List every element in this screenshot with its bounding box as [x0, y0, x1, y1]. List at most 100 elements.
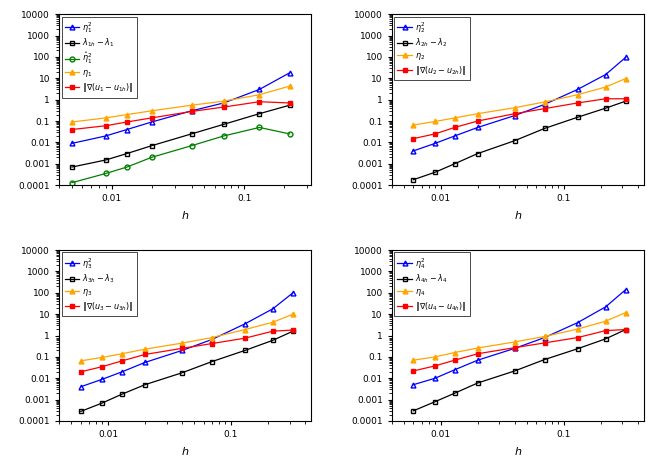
- $\eta_4^2$: [409, 382, 417, 387]
- $\lambda_{2h} - \lambda_2$: [474, 151, 482, 157]
- $\eta_1$: [148, 108, 156, 114]
- $\eta_3$: [208, 335, 215, 341]
- $\eta_2^2$: [574, 87, 581, 92]
- $\eta_2^2$: [474, 124, 482, 130]
- $\hat{\eta}_1^2$: [286, 131, 294, 137]
- Line: $\lambda_{4h} - \lambda_4$: $\lambda_{4h} - \lambda_4$: [411, 327, 628, 413]
- Line: $\|\nabla(u_3 - u_{3h})\|$: $\|\nabla(u_3 - u_{3h})\|$: [78, 328, 296, 374]
- Legend: $\eta_1^2$, $\lambda_{1h} - \lambda_1$, $\hat{\eta}_1^2$, $\eta_1$, $\|\nabla(u_: $\eta_1^2$, $\lambda_{1h} - \lambda_1$, …: [62, 17, 137, 97]
- $\lambda_{3h} - \lambda_3$: [289, 328, 297, 334]
- $\eta_2$: [474, 111, 482, 116]
- $\eta_1^2$: [188, 108, 196, 114]
- $\|\nabla(u_3 - u_{3h})\|$: [141, 351, 149, 357]
- $\lambda_{2h} - \lambda_2$: [602, 105, 610, 111]
- Line: $\eta_1$: $\eta_1$: [70, 84, 292, 124]
- $\eta_4$: [451, 350, 459, 355]
- $\lambda_{3h} - \lambda_3$: [178, 370, 186, 376]
- Legend: $\eta_2^2$, $\lambda_{2h} - \lambda_2$, $\eta_2$, $\|\nabla(u_2 - u_{2h})\|$: $\eta_2^2$, $\lambda_{2h} - \lambda_2$, …: [394, 17, 470, 80]
- $\|\nabla(u_1 - u_{1h})\|$: [123, 119, 131, 125]
- X-axis label: $h$: $h$: [181, 209, 189, 221]
- $\|\nabla(u_2 - u_{2h})\|$: [409, 136, 417, 141]
- $\eta_4^2$: [622, 287, 629, 292]
- $\eta_4$: [510, 339, 518, 345]
- Legend: $\eta_3^2$, $\lambda_{3h} - \lambda_3$, $\eta_3$, $\|\nabla(u_3 - u_{3h})\|$: $\eta_3^2$, $\lambda_{3h} - \lambda_3$, …: [62, 253, 137, 316]
- $\eta_1$: [123, 112, 131, 117]
- $\|\nabla(u_2 - u_{2h})\|$: [510, 111, 518, 116]
- $\lambda_{2h} - \lambda_2$: [541, 126, 549, 131]
- $\lambda_{1h} - \lambda_1$: [102, 157, 110, 163]
- $\hat{\eta}_1^2$: [256, 124, 263, 130]
- $\lambda_{4h} - \lambda_4$: [409, 408, 417, 413]
- $\eta_3^2$: [178, 348, 186, 353]
- Line: $\eta_3^2$: $\eta_3^2$: [78, 290, 296, 389]
- $\eta_4$: [474, 345, 482, 351]
- $\lambda_{3h} - \lambda_3$: [208, 359, 215, 365]
- $\|\nabla(u_2 - u_{2h})\|$: [574, 100, 581, 106]
- $\|\nabla(u_1 - u_{1h})\|$: [286, 100, 294, 106]
- $\eta_4$: [431, 354, 439, 359]
- $\lambda_{4h} - \lambda_4$: [451, 390, 459, 396]
- $\eta_2^2$: [541, 102, 549, 107]
- $\lambda_{3h} - \lambda_3$: [99, 400, 106, 406]
- $\|\nabla(u_1 - u_{1h})\|$: [256, 99, 263, 105]
- $\|\nabla(u_2 - u_{2h})\|$: [622, 96, 629, 102]
- $\eta_2$: [602, 84, 610, 90]
- $\|\nabla(u_2 - u_{2h})\|$: [474, 118, 482, 124]
- $\|\nabla(u_2 - u_{2h})\|$: [451, 124, 459, 130]
- Line: $\eta_2$: $\eta_2$: [411, 76, 628, 127]
- Line: $\|\nabla(u_2 - u_{2h})\|$: $\|\nabla(u_2 - u_{2h})\|$: [411, 96, 628, 141]
- $\eta_2$: [574, 92, 581, 97]
- $\|\nabla(u_3 - u_{3h})\|$: [77, 369, 85, 375]
- $\eta_2^2$: [602, 72, 610, 78]
- $\|\nabla(u_4 - u_{4h})\|$: [474, 351, 482, 357]
- $\|\nabla(u_2 - u_{2h})\|$: [541, 106, 549, 112]
- Line: $\eta_4$: $\eta_4$: [411, 310, 628, 363]
- $\|\nabla(u_1 - u_{1h})\|$: [68, 127, 76, 132]
- $\eta_3^2$: [99, 377, 106, 382]
- $\hat{\eta}_1^2$: [220, 133, 228, 139]
- $\lambda_{1h} - \lambda_1$: [148, 143, 156, 149]
- $\lambda_{4h} - \lambda_4$: [474, 380, 482, 386]
- $\eta_1^2$: [148, 119, 156, 125]
- Line: $\hat{\eta}_1^2$: $\hat{\eta}_1^2$: [70, 125, 292, 185]
- X-axis label: $h$: $h$: [514, 445, 522, 456]
- $\lambda_{3h} - \lambda_3$: [269, 337, 277, 343]
- $\hat{\eta}_1^2$: [102, 171, 110, 176]
- $\eta_4^2$: [541, 335, 549, 341]
- Line: $\|\nabla(u_4 - u_{4h})\|$: $\|\nabla(u_4 - u_{4h})\|$: [411, 327, 628, 373]
- $\|\nabla(u_1 - u_{1h})\|$: [188, 109, 196, 114]
- $\eta_1$: [256, 92, 263, 97]
- Legend: $\eta_4^2$, $\lambda_{4h} - \lambda_4$, $\eta_4$, $\|\nabla(u_4 - u_{4h})\|$: $\eta_4^2$, $\lambda_{4h} - \lambda_4$, …: [394, 253, 470, 316]
- $\eta_3^2$: [269, 306, 277, 312]
- $\eta_3^2$: [118, 369, 126, 375]
- $\|\nabla(u_4 - u_{4h})\|$: [431, 363, 439, 368]
- $\eta_2$: [622, 76, 629, 81]
- $\eta_4$: [541, 333, 549, 339]
- $\|\nabla(u_4 - u_{4h})\|$: [574, 335, 581, 341]
- $\|\nabla(u_4 - u_{4h})\|$: [451, 357, 459, 363]
- $\eta_2^2$: [409, 148, 417, 154]
- $\eta_2^2$: [451, 133, 459, 139]
- $\lambda_{1h} - \lambda_1$: [256, 111, 263, 116]
- $\eta_3$: [77, 358, 85, 364]
- $\|\nabla(u_3 - u_{3h})\|$: [208, 341, 215, 346]
- $\lambda_{3h} - \lambda_3$: [118, 391, 126, 397]
- $\|\nabla(u_2 - u_{2h})\|$: [602, 96, 610, 102]
- $\|\nabla(u_3 - u_{3h})\|$: [178, 346, 186, 351]
- $\eta_3^2$: [77, 384, 85, 390]
- $\lambda_{2h} - \lambda_2$: [510, 138, 518, 143]
- $\|\nabla(u_3 - u_{3h})\|$: [118, 358, 126, 364]
- $\eta_3$: [241, 327, 249, 333]
- $\eta_1$: [188, 102, 196, 108]
- $\eta_1^2$: [68, 140, 76, 146]
- $\hat{\eta}_1^2$: [148, 155, 156, 160]
- $\eta_1^2$: [220, 100, 228, 106]
- $\lambda_{4h} - \lambda_4$: [622, 327, 629, 333]
- $\|\nabla(u_4 - u_{4h})\|$: [510, 345, 518, 350]
- Line: $\lambda_{1h} - \lambda_1$: $\lambda_{1h} - \lambda_1$: [70, 103, 292, 169]
- $\lambda_{3h} - \lambda_3$: [77, 409, 85, 414]
- Line: $\eta_1^2$: $\eta_1^2$: [70, 70, 292, 146]
- $\eta_4$: [622, 310, 629, 315]
- X-axis label: $h$: $h$: [181, 445, 189, 456]
- $\lambda_{1h} - \lambda_1$: [188, 131, 196, 137]
